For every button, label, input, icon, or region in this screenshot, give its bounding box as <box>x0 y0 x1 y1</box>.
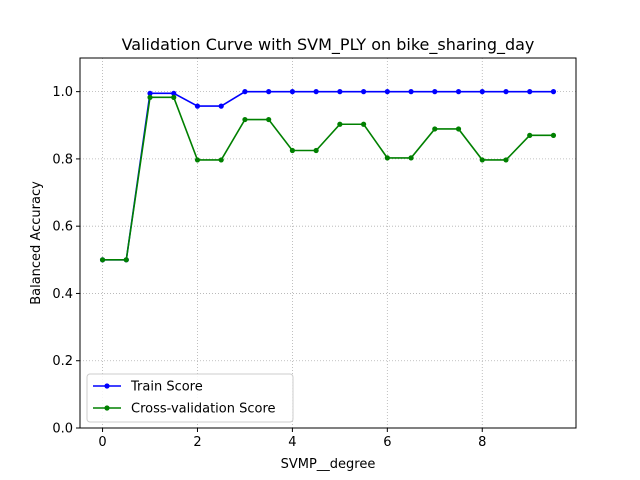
legend-marker <box>104 405 110 411</box>
data-point <box>527 89 533 95</box>
data-point <box>479 157 485 163</box>
data-point <box>194 103 201 109</box>
y-tick-label: 0.8 <box>52 152 73 167</box>
legend-entry: Cross-validation Score <box>93 402 276 417</box>
legend-label: Train Score <box>130 380 203 395</box>
legend-box <box>86 373 294 423</box>
data-point <box>266 116 272 123</box>
data-point <box>218 103 224 109</box>
data-point <box>360 89 367 95</box>
data-point <box>408 89 414 95</box>
x-tick-label: 0 <box>98 435 106 450</box>
data-point <box>194 157 201 163</box>
chart-title: Validation Curve with SVM_PLY on bike_sh… <box>122 35 535 55</box>
data-point <box>313 147 319 154</box>
data-point <box>147 90 153 96</box>
data-point <box>360 121 367 127</box>
data-point <box>242 116 248 123</box>
legend-marker <box>104 383 110 389</box>
y-tick-label: 0.0 <box>52 422 73 437</box>
series-line <box>102 90 554 261</box>
y-tick-label: 1.0 <box>52 85 73 100</box>
data-point <box>147 94 153 100</box>
series-line <box>102 96 554 261</box>
data-point <box>337 89 343 95</box>
series-layer <box>99 89 557 263</box>
legend-entry: Train Score <box>93 380 203 395</box>
data-point <box>550 89 557 95</box>
data-point <box>550 132 557 138</box>
data-point <box>479 89 485 95</box>
data-point <box>171 90 177 96</box>
data-point <box>289 89 296 95</box>
legend: Train Score Cross-validation Score <box>86 373 294 423</box>
y-tick-label: 0.4 <box>52 287 73 302</box>
plot-frame <box>79 57 577 429</box>
data-point <box>503 89 509 95</box>
data-point <box>384 155 390 161</box>
data-point <box>408 155 414 161</box>
ticks-layer: 0 2 4 6 8 0.0 0.2 0.4 0.6 0.8 1.0 <box>52 85 486 450</box>
data-point <box>266 89 272 95</box>
series-cross-validation-score <box>99 94 557 263</box>
data-point <box>455 89 462 95</box>
data-point <box>503 157 509 163</box>
x-axis-label: SVMP__degree <box>281 457 376 472</box>
x-tick-label: 2 <box>193 435 201 450</box>
data-point <box>384 89 390 95</box>
data-point <box>218 157 224 163</box>
data-point <box>242 89 248 95</box>
data-point <box>171 94 177 100</box>
data-point <box>432 126 438 132</box>
x-tick-label: 6 <box>383 435 391 450</box>
data-point <box>289 147 296 154</box>
y-tick-label: 0.6 <box>52 220 73 235</box>
data-point <box>527 132 533 138</box>
data-point <box>313 89 319 95</box>
data-point <box>123 257 129 263</box>
x-tick-label: 4 <box>288 435 296 450</box>
data-point <box>337 121 343 127</box>
data-point <box>455 126 462 132</box>
legend-label: Cross-validation Score <box>131 402 276 417</box>
data-point <box>99 257 106 263</box>
y-tick-label: 0.2 <box>52 354 73 369</box>
data-point <box>432 89 438 95</box>
y-axis-label: Balanced Accuracy <box>29 181 44 305</box>
x-tick-label: 8 <box>478 435 486 450</box>
